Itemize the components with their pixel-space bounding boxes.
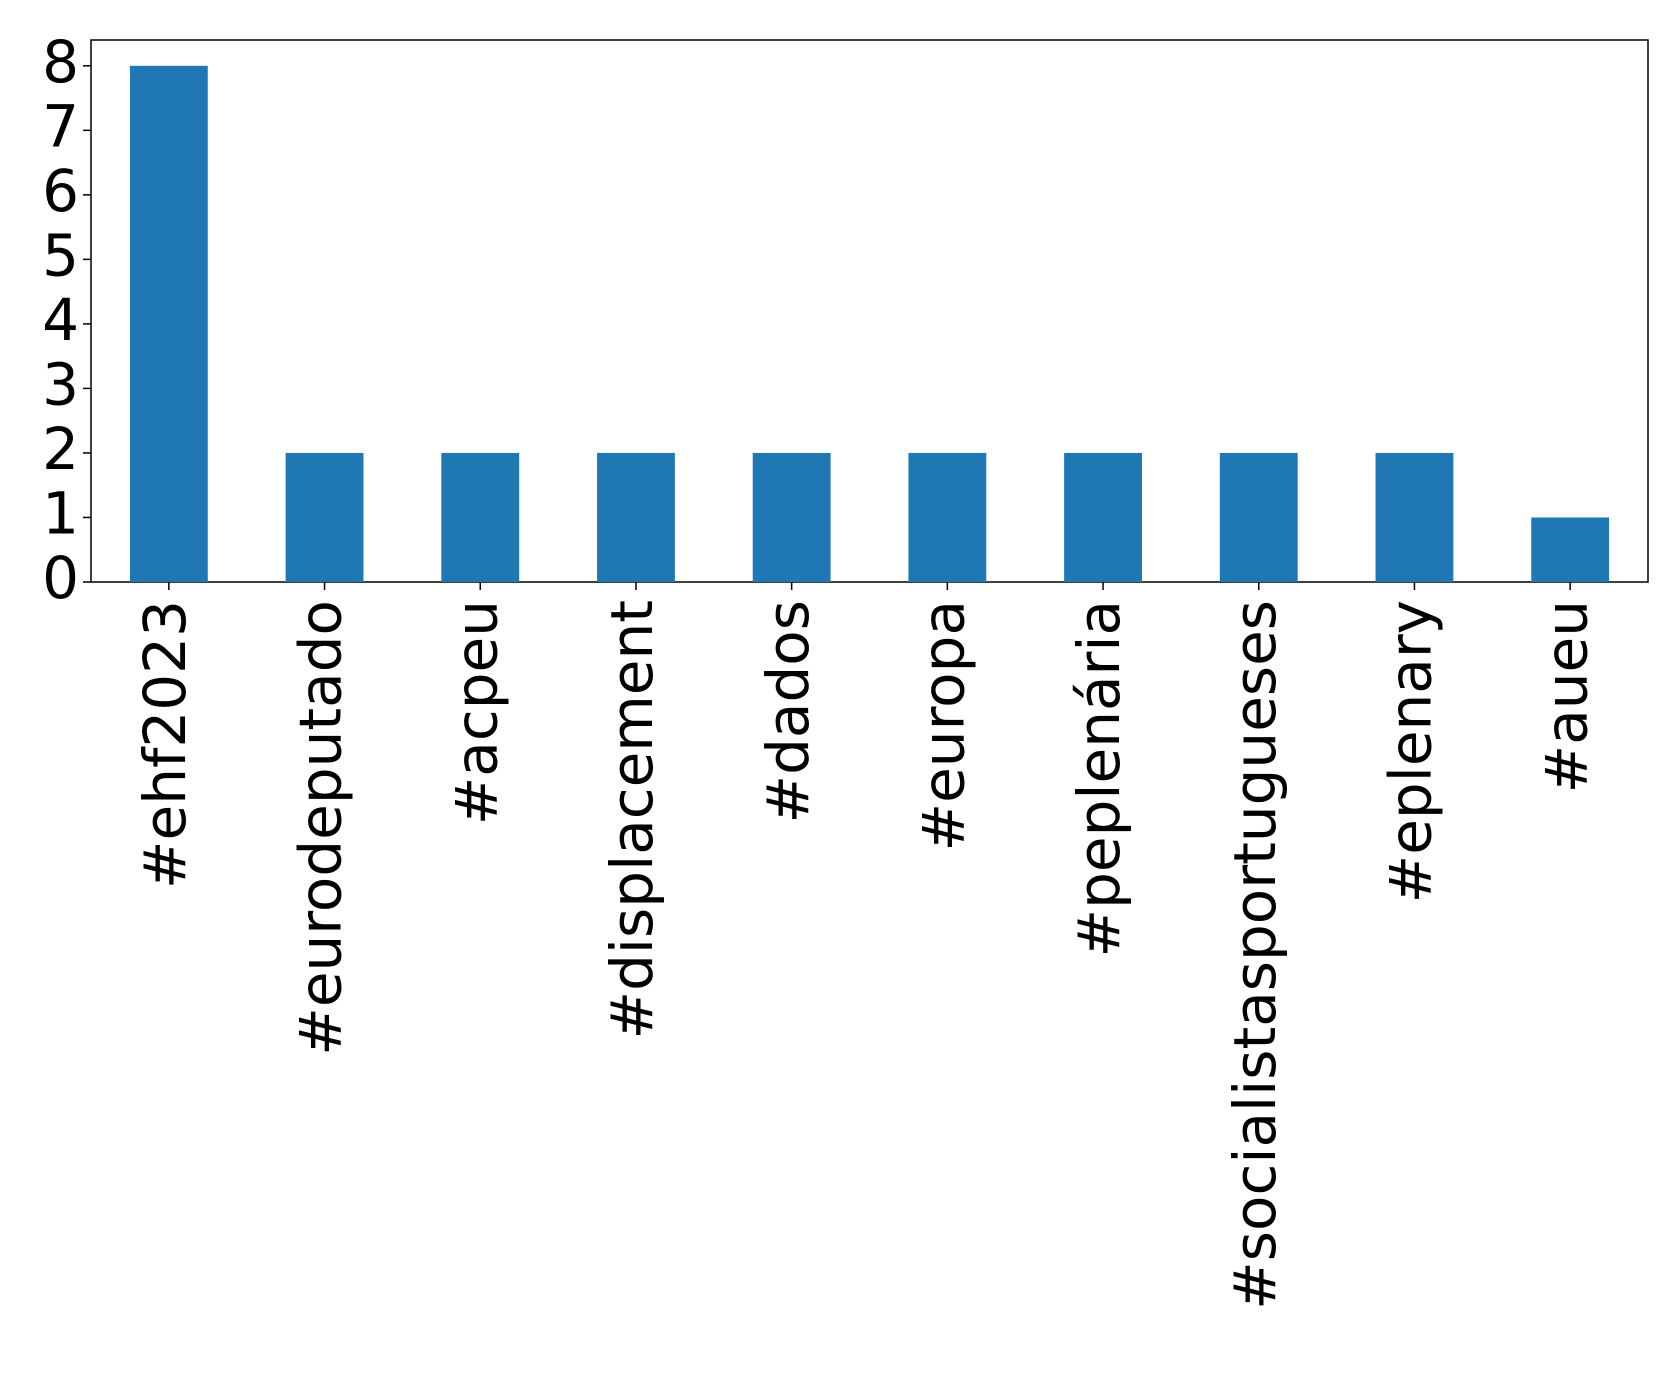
y-tick-label: 6 bbox=[42, 157, 79, 225]
bar bbox=[1531, 517, 1610, 582]
x-tick-label: #ehf2023 bbox=[131, 600, 199, 889]
x-tick-label: #dados bbox=[754, 600, 822, 823]
bar bbox=[908, 452, 987, 582]
y-tick-label: 4 bbox=[42, 286, 79, 354]
y-tick-label: 8 bbox=[42, 28, 79, 96]
x-tick-label: #peplenária bbox=[1065, 600, 1133, 958]
x-tick-label: #acpeu bbox=[442, 600, 510, 825]
y-tick-label: 2 bbox=[42, 415, 79, 483]
bar bbox=[1375, 452, 1454, 582]
x-tick-label: #eurodeputado bbox=[287, 600, 355, 1056]
x-tick-label: #europa bbox=[909, 600, 977, 851]
bar bbox=[441, 452, 520, 582]
x-tick-label: #eplenary bbox=[1377, 600, 1445, 903]
bar bbox=[285, 452, 364, 582]
bar bbox=[752, 452, 831, 582]
y-tick-label: 5 bbox=[42, 221, 79, 289]
plot-frame bbox=[90, 39, 1649, 583]
bar bbox=[1219, 452, 1298, 582]
bar bbox=[597, 452, 675, 582]
y-tick-label: 1 bbox=[42, 480, 79, 548]
y-tick-label: 3 bbox=[42, 351, 79, 419]
y-tick-label: 7 bbox=[42, 92, 79, 160]
y-tick-label: 0 bbox=[42, 544, 79, 612]
bar bbox=[1064, 452, 1142, 582]
x-tick-label: #socialistasportugueses bbox=[1221, 600, 1289, 1310]
x-tick-label: #displacement bbox=[598, 600, 666, 1039]
bar bbox=[129, 65, 208, 583]
x-tick-label: #aueu bbox=[1532, 600, 1600, 793]
